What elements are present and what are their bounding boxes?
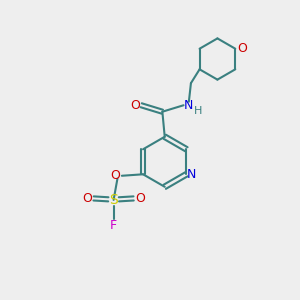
Text: N: N [184, 99, 193, 112]
Text: O: O [110, 169, 120, 182]
Text: N: N [187, 168, 196, 181]
Text: F: F [110, 219, 117, 232]
Text: H: H [194, 106, 202, 116]
Text: O: O [130, 99, 140, 112]
Text: S: S [109, 193, 118, 207]
Text: O: O [135, 192, 145, 205]
Text: O: O [237, 42, 247, 55]
Text: O: O [82, 192, 92, 205]
